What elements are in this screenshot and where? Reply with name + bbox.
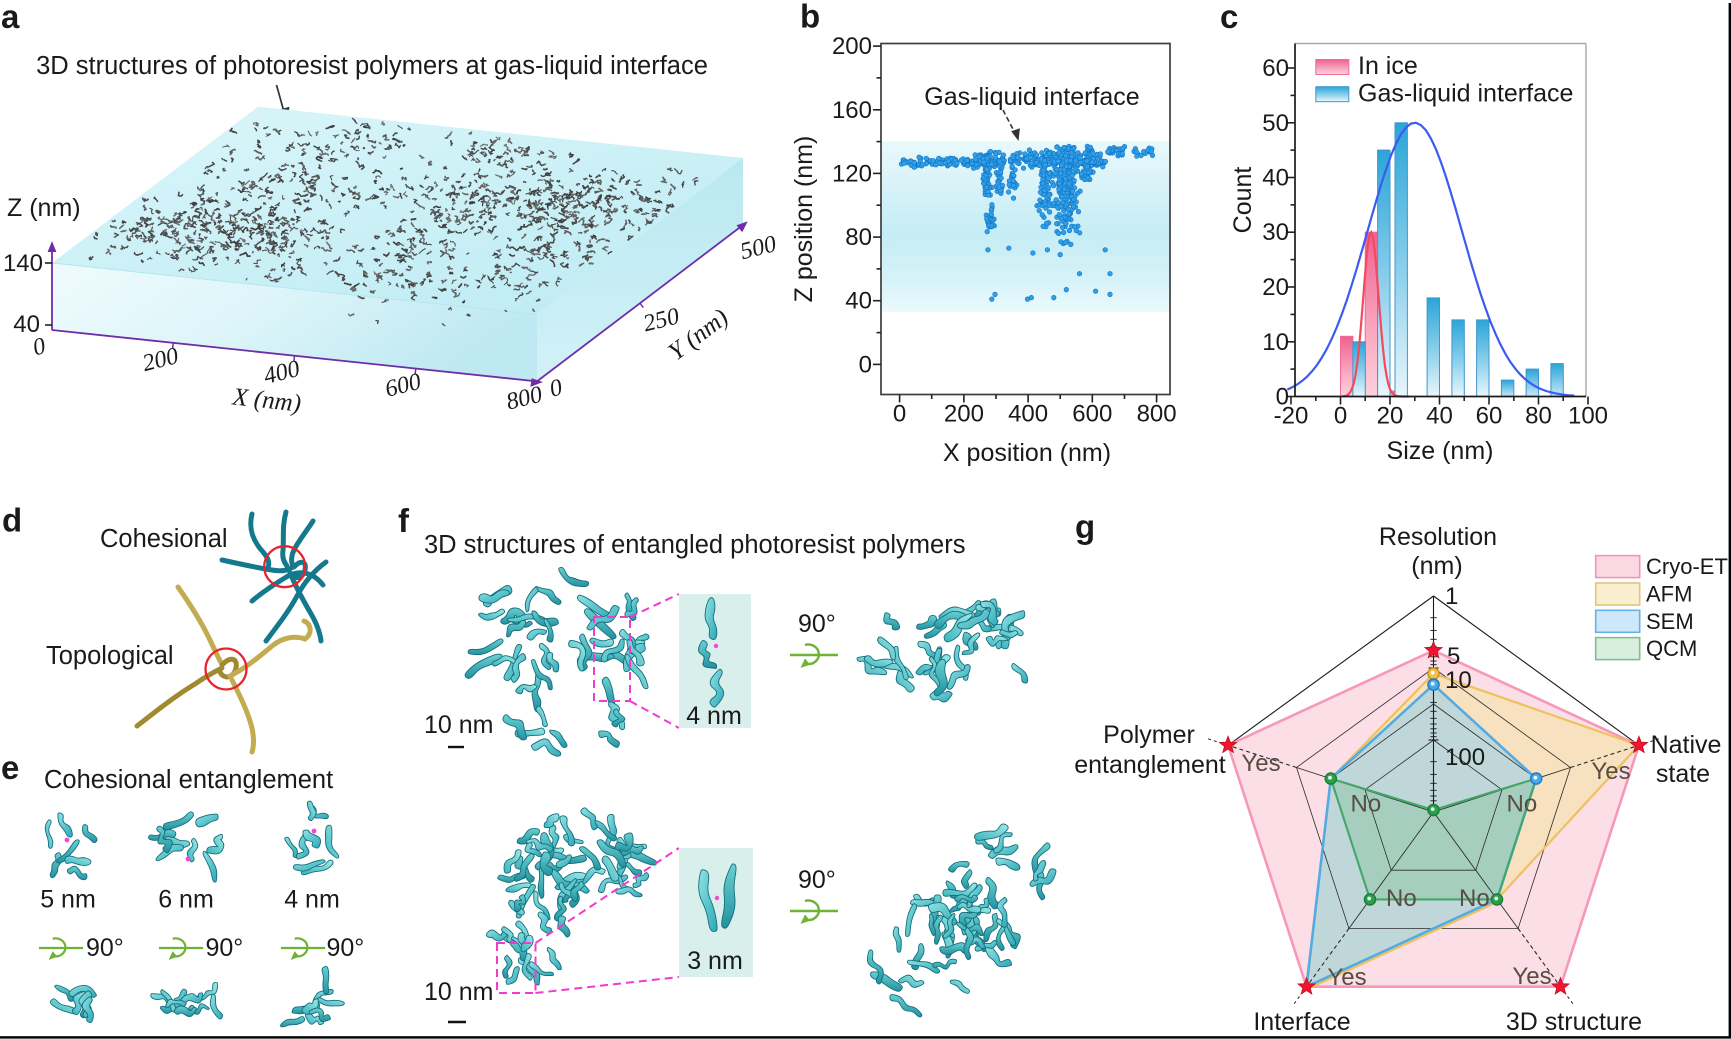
svg-text:X position (nm): X position (nm) [943,439,1111,467]
svg-text:Polymer: Polymer [1103,721,1195,749]
svg-text:1: 1 [1445,583,1458,610]
svg-text:80: 80 [1525,403,1552,430]
svg-text:c: c [1220,0,1238,35]
svg-text:40: 40 [1426,403,1453,430]
svg-text:d: d [2,502,22,539]
svg-text:Yes: Yes [1512,963,1551,990]
svg-text:No: No [1351,791,1382,818]
svg-text:90°: 90° [798,610,836,638]
svg-text:3D structures of photoresist p: 3D structures of photoresist polymers at… [36,52,708,80]
svg-text:60: 60 [1476,403,1503,430]
svg-text:4 nm: 4 nm [284,886,340,914]
svg-text:state: state [1656,760,1710,788]
svg-text:e: e [1,749,19,786]
svg-text:20: 20 [1262,274,1289,301]
svg-text:Interface: Interface [1253,1008,1350,1036]
svg-text:0: 0 [1334,403,1347,430]
svg-text:Cohesional entanglement: Cohesional entanglement [44,766,333,794]
svg-text:3D structure: 3D structure [1506,1008,1642,1036]
svg-text:3 nm: 3 nm [687,947,743,975]
svg-text:40: 40 [1262,165,1289,192]
svg-text:f: f [398,502,410,539]
svg-text:3D structures of entangled pho: 3D structures of entangled photoresist p… [424,531,965,559]
svg-text:120: 120 [832,160,872,187]
svg-text:80: 80 [845,224,872,251]
svg-text:40: 40 [845,288,872,315]
svg-text:Yes: Yes [1327,964,1366,991]
svg-text:10: 10 [1262,329,1289,356]
svg-text:20: 20 [1377,403,1404,430]
svg-text:160: 160 [832,97,872,124]
svg-text:(nm): (nm) [1411,552,1462,580]
svg-text:60: 60 [1262,55,1289,82]
svg-text:Topological: Topological [46,642,174,670]
svg-text:b: b [800,0,820,35]
svg-text:140: 140 [3,250,43,277]
svg-text:Yes: Yes [1591,758,1630,785]
svg-text:100: 100 [1445,744,1485,771]
svg-text:200: 200 [944,401,984,428]
svg-text:5: 5 [1447,643,1460,670]
svg-text:90°: 90° [206,934,244,962]
svg-text:No: No [1507,791,1538,818]
svg-text:90°: 90° [327,934,365,962]
svg-text:400: 400 [1008,401,1048,428]
svg-text:5 nm: 5 nm [40,886,96,914]
svg-text:200: 200 [832,33,872,60]
svg-text:Z position (nm): Z position (nm) [790,136,818,303]
svg-text:90°: 90° [86,934,124,962]
svg-text:600: 600 [1072,401,1112,428]
svg-text:No: No [1386,885,1417,912]
svg-text:Count: Count [1229,167,1257,234]
svg-text:entanglement: entanglement [1074,751,1226,779]
svg-text:Cohesional: Cohesional [100,525,228,553]
svg-text:-20: -20 [1274,403,1309,430]
svg-text:QCM: QCM [1646,636,1697,661]
svg-text:Size (nm): Size (nm) [1387,437,1494,465]
svg-text:0: 0 [1276,384,1289,411]
svg-text:30: 30 [1262,219,1289,246]
svg-text:SEM: SEM [1646,609,1694,634]
svg-text:In ice: In ice [1358,52,1418,80]
svg-text:No: No [1459,885,1490,912]
svg-text:10 nm: 10 nm [424,711,493,739]
svg-text:0: 0 [859,351,872,378]
svg-text:Gas-liquid interface: Gas-liquid interface [924,83,1139,111]
svg-text:800: 800 [1137,401,1177,428]
svg-text:40: 40 [13,311,40,338]
svg-text:Resolution: Resolution [1379,523,1497,551]
svg-text:Native: Native [1651,731,1722,759]
svg-text:10: 10 [1445,667,1472,694]
svg-text:Z (nm): Z (nm) [7,194,81,222]
svg-text:AFM: AFM [1646,582,1692,607]
svg-text:6 nm: 6 nm [158,886,214,914]
svg-text:g: g [1075,508,1095,545]
svg-text:100: 100 [1568,403,1608,430]
svg-text:10 nm: 10 nm [424,978,493,1006]
svg-text:Gas-liquid interface: Gas-liquid interface [1358,80,1573,108]
svg-text:90°: 90° [798,866,836,894]
svg-text:Cryo-ET: Cryo-ET [1646,554,1728,579]
svg-text:0: 0 [893,401,906,428]
svg-text:4 nm: 4 nm [686,702,742,730]
svg-text:Yes: Yes [1241,750,1280,777]
svg-text:50: 50 [1262,110,1289,137]
svg-text:a: a [1,0,20,35]
